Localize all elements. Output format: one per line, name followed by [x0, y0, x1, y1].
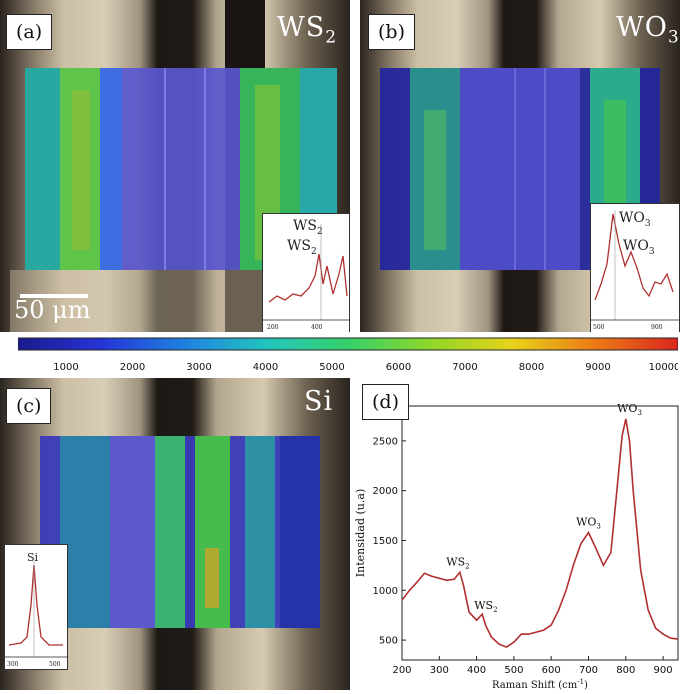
colorbar-tick-label: 6000: [386, 362, 411, 373]
colorbar-tick-label: 1000: [53, 362, 78, 373]
inset-spectrum-b: WO3 WO3 500 900: [590, 203, 680, 332]
panel-b-label: (b): [368, 14, 415, 50]
inset-b-tick-2: 900: [651, 324, 663, 331]
x-tick-label: 400: [467, 665, 486, 676]
panel-a-title: WS2: [277, 12, 337, 47]
spectrum-line: [401, 418, 679, 649]
inset-spectrum-a: WS2 WS2 200 400: [262, 213, 350, 332]
x-axis-label: Raman Shift (cm-1): [492, 678, 588, 690]
peak-annotation: WS2: [474, 599, 497, 614]
panel-b-map: (b) WO3 WO3 WO3 500 900: [360, 0, 680, 332]
inset-b-peak-2: WO3: [623, 238, 655, 257]
inset-c-peak-1: Si: [27, 551, 39, 564]
inset-a-peak-2: WS2: [287, 238, 317, 257]
panel-b-title-main: WO: [616, 12, 668, 43]
y-tick-label: 500: [379, 636, 398, 647]
peak-annotation: WO3: [576, 516, 601, 531]
colorbar: 1000 2000 3000 4000 5000 6000 7000 8000 9000 1000…: [17, 334, 680, 384]
colorbar-svg: 1000 2000 3000 4000 5000 6000 7000 8000 9000 1000…: [17, 337, 680, 373]
panel-a-title-sub: 2: [325, 27, 338, 48]
colorbar-tick-label: 4000: [253, 362, 278, 373]
panel-c-map: (c) Si Si 300 500: [0, 378, 350, 690]
panel-d-chart: 200 300 400 500 600 700 800 900 500 1000 1500 2000 2…: [352, 378, 680, 691]
panel-c-title: Si: [304, 386, 333, 417]
y-axis-label: Intensidad (u.a): [354, 489, 367, 577]
panel-a-map: (a) WS2 50 μm WS2 WS2 200 400: [0, 0, 350, 332]
panel-c-label: (c): [6, 388, 52, 424]
colorbar-tick-label: 8000: [519, 362, 544, 373]
scalebar-label: 50 μm: [14, 296, 91, 324]
colorbar-tick-label: 3000: [186, 362, 211, 373]
panel-b-title: WO3: [616, 12, 680, 47]
peak-annotation: WS2: [446, 555, 469, 570]
panel-c-title-main: Si: [304, 386, 334, 417]
colorbar-tick-label: 5000: [319, 362, 344, 373]
inset-a-tick-2: 400: [311, 324, 323, 331]
x-tick-label: 200: [392, 665, 411, 676]
y-tick-label: 1500: [373, 536, 398, 547]
inset-a-tick-1: 200: [267, 324, 279, 331]
inset-c-tick-2: 500: [49, 661, 61, 668]
panel-a-label: (a): [6, 14, 53, 50]
inset-c-tick-1: 300: [7, 661, 19, 668]
inset-a-peak-1: WS2: [293, 218, 323, 237]
y-tick-label: 2000: [373, 486, 398, 497]
colorbar-tick-label: 7000: [452, 362, 477, 373]
x-tick-label: 800: [616, 665, 635, 676]
colorbar-tick-label: 9000: [585, 362, 610, 373]
plot-frame: [401, 405, 679, 661]
y-tick-label: 2500: [373, 436, 398, 447]
x-tick-label: 600: [542, 665, 561, 676]
peak-annotation: WO3: [617, 402, 642, 417]
colorbar-tick-label: 10000: [649, 362, 678, 373]
panel-a-title-main: WS: [277, 12, 326, 43]
inset-b-peak-1: WO3: [619, 210, 651, 229]
x-tick-label: 300: [430, 665, 449, 676]
panel-d-label: (d): [362, 384, 409, 420]
y-tick-label: 1000: [373, 586, 398, 597]
colorbar-tick-label: 2000: [120, 362, 145, 373]
panel-b-title-sub: 3: [667, 27, 680, 48]
x-tick-label: 900: [654, 665, 673, 676]
raman-spectrum-chart: 200 300 400 500 600 700 800 900 500 1000 1500 2000 2…: [354, 402, 679, 691]
x-tick-label: 500: [504, 665, 523, 676]
inset-spectrum-c: Si 300 500: [4, 544, 68, 670]
x-tick-label: 700: [579, 665, 598, 676]
raman-map-ws2: [0, 0, 350, 332]
inset-b-tick-1: 500: [593, 324, 605, 331]
raman-map-si: [0, 378, 350, 690]
